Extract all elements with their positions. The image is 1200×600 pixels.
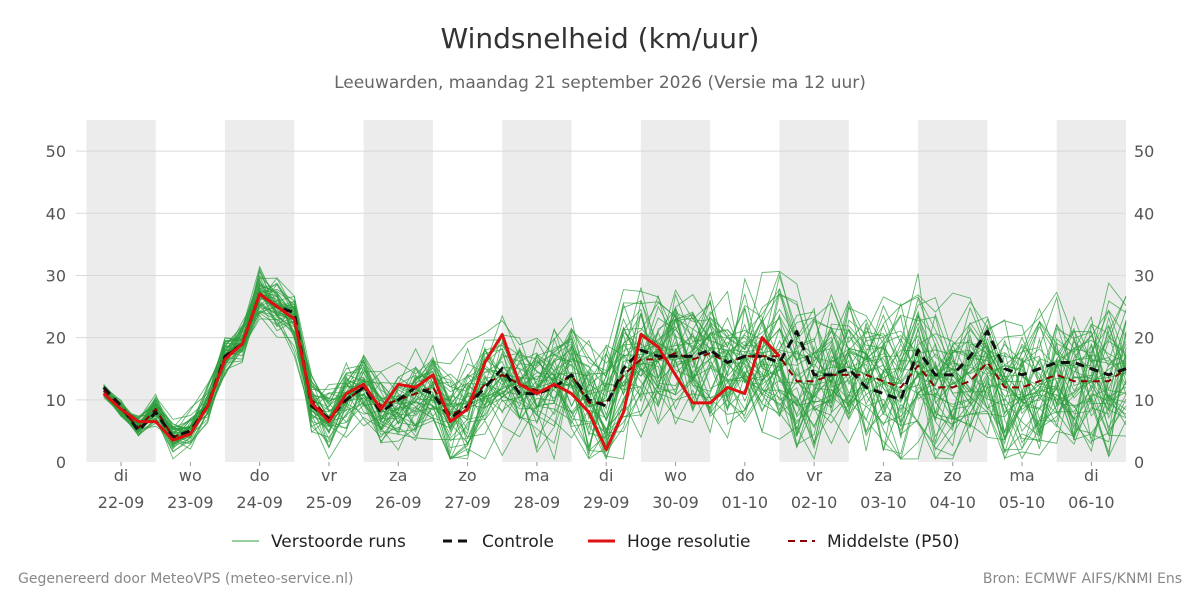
x-tick-date: 24-09 <box>236 493 283 512</box>
x-tick-weekday: wo <box>179 466 202 485</box>
x-tick-date: 25-09 <box>306 493 353 512</box>
ensemble-members <box>103 265 1127 461</box>
ensemble-member-line <box>103 302 1127 439</box>
x-tick-weekday: za <box>389 466 407 485</box>
ensemble-member-line <box>103 289 1127 452</box>
main-series <box>102 292 1127 452</box>
x-tick-date: 28-09 <box>514 493 561 512</box>
x-tick-weekday: di <box>114 466 129 485</box>
ensemble-member-line <box>103 288 1127 460</box>
y-tick-label-left: 10 <box>46 391 66 410</box>
y-tick-label-right: 30 <box>1134 266 1154 285</box>
ensemble-member-line <box>103 270 1127 433</box>
ensemble-member-line <box>103 302 1127 450</box>
x-tick-weekday: zo <box>944 466 962 485</box>
y-tick-label-left: 50 <box>46 142 66 161</box>
legend-label-control: Controle <box>482 532 554 552</box>
x-tick-weekday: vr <box>321 466 337 485</box>
ensemble-member-line <box>103 273 1127 460</box>
legend: Verstoorde runs Controle Hoge resolutie Mid… <box>232 532 960 552</box>
y-tick-label-right: 0 <box>1134 453 1144 472</box>
x-tick-date: 01-10 <box>722 493 769 512</box>
x-tick-date: 04-10 <box>929 493 976 512</box>
x-tick-weekday: vr <box>806 466 822 485</box>
ensemble-member-line <box>103 305 1127 454</box>
y-tick-label-left: 30 <box>46 266 66 285</box>
chart-title: Windsnelheid (km/uur) <box>440 22 760 55</box>
x-tick-date: 30-09 <box>652 493 699 512</box>
series-line-hires <box>102 292 781 452</box>
x-tick-date: 23-09 <box>167 493 214 512</box>
ensemble-member-line <box>103 303 1127 448</box>
x-tick-date: 06-10 <box>1068 493 1115 512</box>
ensemble-member-line <box>103 277 1127 460</box>
x-tick-weekday: wo <box>664 466 687 485</box>
y-tick-label-right: 20 <box>1134 329 1154 348</box>
y-tick-label-right: 10 <box>1134 391 1154 410</box>
x-tick-weekday: di <box>1084 466 1099 485</box>
y-tick-label-left: 0 <box>56 453 66 472</box>
x-tick-date: 05-10 <box>999 493 1046 512</box>
legend-label-median: Middelste (P50) <box>827 532 960 552</box>
legend-label-hires: Hoge resolutie <box>627 532 751 552</box>
x-tick-date: 02-10 <box>791 493 838 512</box>
y-axis-ticks: 0 0 10 10 20 20 30 30 40 40 50 50 <box>46 142 1155 472</box>
y-tick-label-right: 50 <box>1134 142 1154 161</box>
x-tick-weekday: ma <box>1009 466 1034 485</box>
y-tick-label-left: 40 <box>46 204 66 223</box>
x-tick-weekday: do <box>250 466 270 485</box>
chart-subtitle: Leeuwarden, maandag 21 september 2026 (V… <box>334 73 866 93</box>
x-tick-date: 26-09 <box>375 493 422 512</box>
x-tick-date: 22-09 <box>98 493 145 512</box>
y-tick-label-right: 40 <box>1134 204 1154 223</box>
x-tick-weekday: do <box>735 466 755 485</box>
x-tick-date: 03-10 <box>860 493 907 512</box>
x-tick-weekday: zo <box>458 466 476 485</box>
x-tick-date: 29-09 <box>583 493 630 512</box>
ensemble-member-line <box>103 299 1127 460</box>
footer-generator: Gegenereerd door MeteoVPS (meteo-service… <box>18 571 354 587</box>
x-tick-date: 27-09 <box>444 493 491 512</box>
x-tick-weekday: za <box>874 466 892 485</box>
weekend-shading <box>86 120 1126 462</box>
x-axis-ticks: di 22-09 wo 23-09 do 24-09 vr 25-09 za 26-09 zo 27-… <box>98 462 1115 512</box>
footer-source: Bron: ECMWF AIFS/KNMI Ens <box>982 571 1182 587</box>
x-tick-weekday: ma <box>524 466 549 485</box>
x-tick-weekday: di <box>599 466 614 485</box>
legend-label-members: Verstoorde runs <box>271 532 406 552</box>
y-tick-label-left: 20 <box>46 329 66 348</box>
